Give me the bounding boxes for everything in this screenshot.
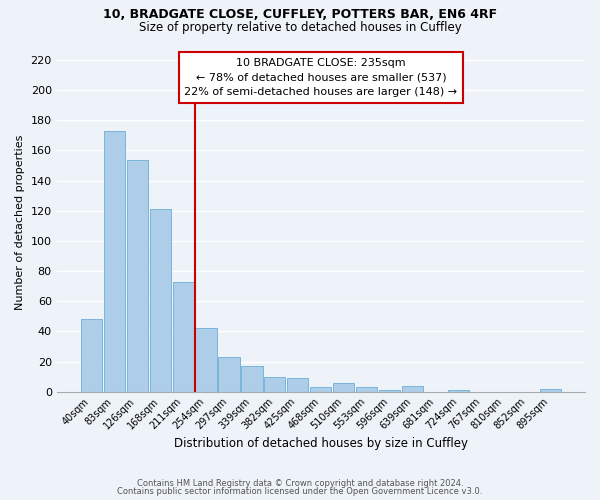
Text: 10, BRADGATE CLOSE, CUFFLEY, POTTERS BAR, EN6 4RF: 10, BRADGATE CLOSE, CUFFLEY, POTTERS BAR… — [103, 8, 497, 20]
Text: Contains HM Land Registry data © Crown copyright and database right 2024.: Contains HM Land Registry data © Crown c… — [137, 478, 463, 488]
Bar — [287, 378, 308, 392]
Y-axis label: Number of detached properties: Number of detached properties — [15, 134, 25, 310]
Bar — [540, 388, 561, 392]
Bar — [379, 390, 400, 392]
Bar — [218, 357, 239, 392]
Text: Size of property relative to detached houses in Cuffley: Size of property relative to detached ho… — [139, 21, 461, 34]
Bar — [402, 386, 423, 392]
Text: Contains public sector information licensed under the Open Government Licence v3: Contains public sector information licen… — [118, 487, 482, 496]
Bar — [173, 282, 194, 392]
Bar — [356, 387, 377, 392]
Text: 10 BRADGATE CLOSE: 235sqm
← 78% of detached houses are smaller (537)
22% of semi: 10 BRADGATE CLOSE: 235sqm ← 78% of detac… — [184, 58, 457, 97]
Bar — [196, 328, 217, 392]
Bar — [80, 320, 102, 392]
Bar — [310, 387, 331, 392]
Bar — [104, 131, 125, 392]
Bar — [448, 390, 469, 392]
Bar — [333, 382, 355, 392]
X-axis label: Distribution of detached houses by size in Cuffley: Distribution of detached houses by size … — [174, 437, 468, 450]
Bar — [149, 210, 170, 392]
Bar — [241, 366, 263, 392]
Bar — [265, 376, 286, 392]
Bar — [127, 160, 148, 392]
